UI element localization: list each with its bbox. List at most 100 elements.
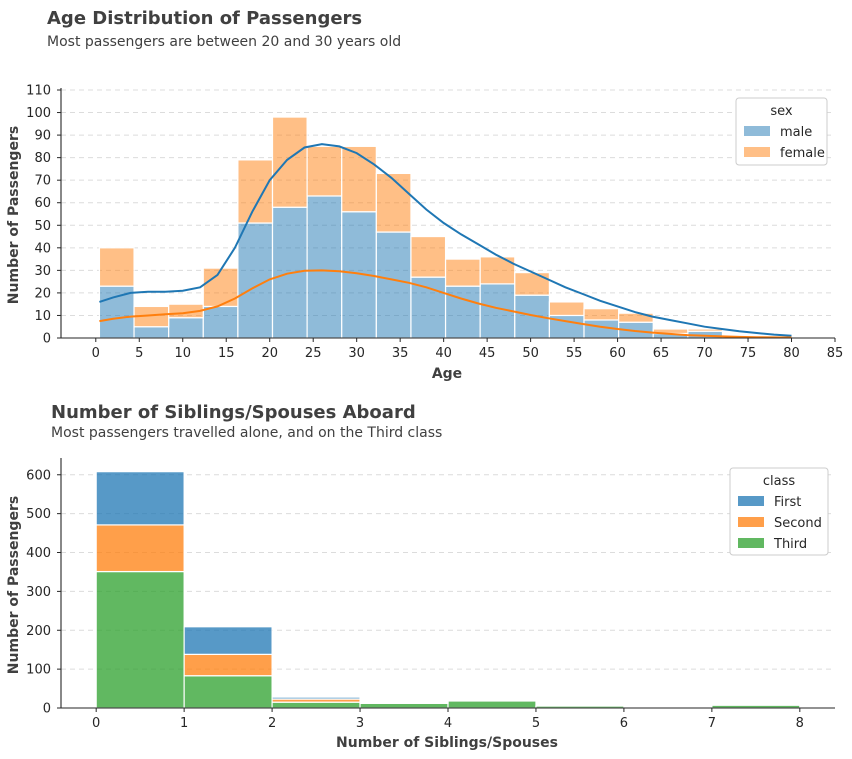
sibsp-plot-area: 0 1 2 3 4 5 6 7 8 0 100 200 300 400 500 600 class First Se… [26, 458, 835, 731]
age-bar-male [133, 326, 170, 339]
age-y-tick-label: 110 [26, 84, 51, 99]
sibsp-legend-label-second: Second [774, 516, 822, 531]
age-legend-title: sex [770, 104, 793, 119]
sibsp-x-tick-label: 2 [268, 716, 276, 731]
sibsp-x-tick-label: 4 [444, 716, 452, 731]
age-x-tick-label: 75 [740, 346, 757, 361]
sibsp-x-tick-label: 1 [180, 716, 188, 731]
sibsp-bar-first [95, 471, 185, 526]
age-plot-area: 0 5 10 15 20 25 30 35 40 45 50 55 60 65 70 75 80 85 0 10 20 3… [26, 84, 843, 362]
sibsp-bar-first [359, 701, 449, 704]
sibsp-chart-subtitle: Most passengers travelled alone, and on … [51, 425, 442, 441]
sibsp-legend-swatch-third [738, 538, 764, 548]
age-legend-swatch-male [744, 126, 770, 136]
age-bar-male [168, 317, 204, 339]
age-x-tick-label: 45 [479, 346, 496, 361]
sibsp-legend-swatch-first [738, 496, 764, 506]
sibsp-y-axis-label: Number of Passengers [6, 496, 22, 674]
sibsp-legend-title: class [763, 474, 795, 489]
age-legend-swatch-female [744, 147, 770, 157]
age-x-tick-label: 10 [174, 346, 191, 361]
sibsp-x-axis-label: Number of Siblings/Spouses [336, 735, 558, 751]
age-bar-female [375, 172, 412, 233]
age-bar-female [271, 116, 308, 208]
age-legend-label-male: male [780, 125, 812, 140]
age-kde-line-female [99, 269, 792, 339]
sibsp-x-tick-label: 3 [356, 716, 364, 731]
age-bar-female [410, 235, 447, 278]
sibsp-bar-second [183, 653, 273, 677]
sibsp-legend-label-third: Third [773, 537, 807, 552]
age-x-tick-label: 65 [653, 346, 670, 361]
age-y-tick-label: 100 [26, 106, 51, 121]
age-y-axis-label: Number of Passengers [6, 126, 22, 304]
age-bar-female [548, 301, 585, 317]
age-bar-male [444, 285, 481, 339]
sibsp-y-tick-label: 300 [26, 585, 51, 600]
age-x-tick-label: 20 [261, 346, 278, 361]
age-y-tick-label: 0 [43, 332, 51, 347]
age-bar-female [514, 272, 551, 296]
age-x-tick-label: 55 [566, 346, 583, 361]
age-bar-female [583, 308, 620, 321]
age-chart-title: Age Distribution of Passengers [47, 8, 362, 29]
age-y-tick-label: 80 [34, 151, 51, 166]
sibsp-y-tick-label: 600 [26, 468, 51, 483]
sibsp-x-tick-label: 7 [708, 716, 716, 731]
age-y-tick-label: 90 [34, 129, 51, 144]
sibsp-x-tick-label: 0 [92, 716, 100, 731]
sibsp-legend-box [729, 467, 829, 556]
age-bar-female [341, 145, 377, 213]
sibsp-bar-third [447, 700, 537, 709]
age-bar-female [98, 247, 135, 287]
age-bar-male [410, 276, 447, 339]
sibsp-y-tick-label: 400 [26, 546, 51, 561]
age-y-tick-label: 70 [34, 174, 51, 189]
age-y-tick-label: 30 [34, 264, 51, 279]
sibsp-y-tick-label: 100 [26, 663, 51, 678]
age-bar-female [687, 328, 724, 332]
age-bar-male [375, 231, 412, 339]
age-y-tick-label: 10 [34, 309, 51, 324]
age-bar-male [202, 305, 239, 339]
sibsp-x-tick-label: 6 [620, 716, 628, 731]
age-bar-female [444, 258, 481, 287]
sibsp-x-tick-label: 5 [532, 716, 540, 731]
sibsp-y-tick-label: 500 [26, 507, 51, 522]
age-x-tick-label: 50 [522, 346, 539, 361]
sibsp-bar-third [183, 675, 273, 709]
age-y-tick-label: 60 [34, 196, 51, 211]
age-x-tick-label: 25 [305, 346, 322, 361]
age-kde-line-male [99, 143, 792, 337]
age-y-tick-label: 20 [34, 286, 51, 301]
sibsp-bar-first [183, 626, 273, 655]
sibsp-legend-swatch-second [738, 517, 764, 527]
sibsp-bar-third [359, 702, 449, 709]
sibsp-y-tick-label: 0 [43, 702, 51, 717]
age-x-tick-label: 40 [435, 346, 452, 361]
age-x-tick-label: 85 [827, 346, 844, 361]
sibsp-chart-title: Number of Siblings/Spouses Aboard [51, 402, 416, 423]
age-bar-male [306, 195, 343, 339]
age-bar-female [237, 159, 274, 224]
age-y-tick-label: 40 [34, 241, 51, 256]
age-x-tick-label: 30 [348, 346, 365, 361]
age-x-tick-label: 70 [696, 346, 713, 361]
age-x-tick-label: 35 [392, 346, 409, 361]
age-legend: sex male female [735, 97, 828, 166]
sibsp-legend: class First Second Third [729, 467, 829, 556]
sibsp-x-tick-label: 8 [796, 716, 804, 731]
age-chart-subtitle: Most passengers are between 20 and 30 ye… [47, 34, 401, 50]
sibsp-bar-second [95, 524, 185, 573]
age-bar-female [202, 267, 239, 308]
age-x-axis-label: Age [432, 366, 462, 382]
age-x-tick-label: 60 [609, 346, 626, 361]
sibsp-bar-third [271, 701, 361, 709]
age-y-tick-label: 50 [34, 219, 51, 234]
age-x-tick-label: 0 [92, 346, 100, 361]
age-legend-label-female: female [780, 146, 825, 161]
sibsp-y-tick-label: 200 [26, 624, 51, 639]
sibsp-bar-first [271, 696, 361, 700]
sibsp-bar-third [95, 570, 185, 709]
